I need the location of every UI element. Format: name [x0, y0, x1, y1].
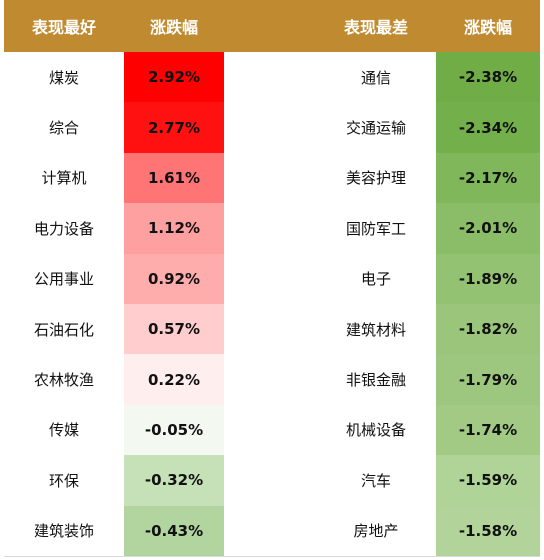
best-sector-name: 煤炭: [48, 68, 79, 87]
best-sector-name: 公用事业: [33, 270, 94, 289]
row-gap: [224, 52, 316, 103]
header-best-change: 涨跌幅: [124, 0, 224, 52]
best-sector-change: 1.12%: [124, 203, 224, 254]
row-gap: [224, 152, 316, 204]
header-best-name: 表现最好: [4, 0, 124, 52]
worst-sector-change: -1.89%: [436, 253, 540, 304]
best-sector-name: 建筑装饰: [33, 522, 94, 541]
best-sector-name: 农林牧渔: [33, 371, 94, 390]
row-gap: [224, 203, 316, 254]
worst-sector-change: -2.34%: [436, 102, 540, 153]
worst-sector-change: -2.38%: [436, 52, 540, 103]
worst-sector-name: 房地产: [353, 522, 399, 541]
best-sector-change: 2.77%: [124, 102, 224, 153]
row-gap: [224, 505, 316, 556]
best-sector-name: 环保: [48, 471, 79, 490]
best-sector-change: 1.61%: [124, 152, 224, 204]
best-sector-name: 传媒: [48, 421, 79, 440]
worst-sector-name: 通信: [360, 68, 391, 87]
row-gap: [224, 253, 316, 304]
best-sector-change: 0.22%: [124, 354, 224, 405]
header-worst-name: 表现最差: [316, 0, 436, 52]
worst-sector-name: 国防军工: [345, 219, 406, 238]
header-worst-change: 涨跌幅: [436, 0, 540, 52]
worst-sector-change: -1.59%: [436, 455, 540, 506]
sector-performance-table: 表现最好 涨跌幅 表现最差 涨跌幅 煤炭 2.92% 通信 -2.38% 综合 2.77%…: [4, 0, 540, 556]
table-bottom-border: [4, 556, 540, 557]
header-gap: [224, 0, 316, 52]
best-sector-name: 计算机: [41, 169, 87, 188]
best-sector-change: 0.92%: [124, 253, 224, 304]
worst-sector-name: 非银金融: [345, 371, 406, 390]
worst-sector-name: 交通运输: [345, 119, 406, 138]
best-sector-change: -0.32%: [124, 455, 224, 506]
worst-sector-change: -1.58%: [436, 505, 540, 556]
row-gap: [224, 303, 316, 355]
worst-sector-change: -2.01%: [436, 203, 540, 254]
worst-sector-name: 机械设备: [345, 421, 406, 440]
worst-sector-change: -2.17%: [436, 152, 540, 204]
worst-sector-change: -1.82%: [436, 303, 540, 355]
worst-sector-change: -1.74%: [436, 404, 540, 456]
row-gap: [224, 354, 316, 405]
row-gap: [224, 455, 316, 506]
worst-sector-name: 建筑材料: [345, 320, 406, 339]
worst-sector-change: -1.79%: [436, 354, 540, 405]
row-gap: [224, 404, 316, 456]
best-sector-name: 电力设备: [33, 219, 94, 238]
best-sector-change: -0.05%: [124, 404, 224, 456]
row-gap: [224, 102, 316, 153]
worst-sector-name: 电子: [360, 270, 391, 289]
best-sector-name: 石油石化: [33, 320, 94, 339]
worst-sector-name: 汽车: [360, 471, 391, 490]
best-sector-change: -0.43%: [124, 505, 224, 556]
best-sector-name: 综合: [48, 119, 79, 138]
worst-sector-name: 美容护理: [345, 169, 406, 188]
best-sector-change: 0.57%: [124, 303, 224, 355]
best-sector-change: 2.92%: [124, 52, 224, 103]
